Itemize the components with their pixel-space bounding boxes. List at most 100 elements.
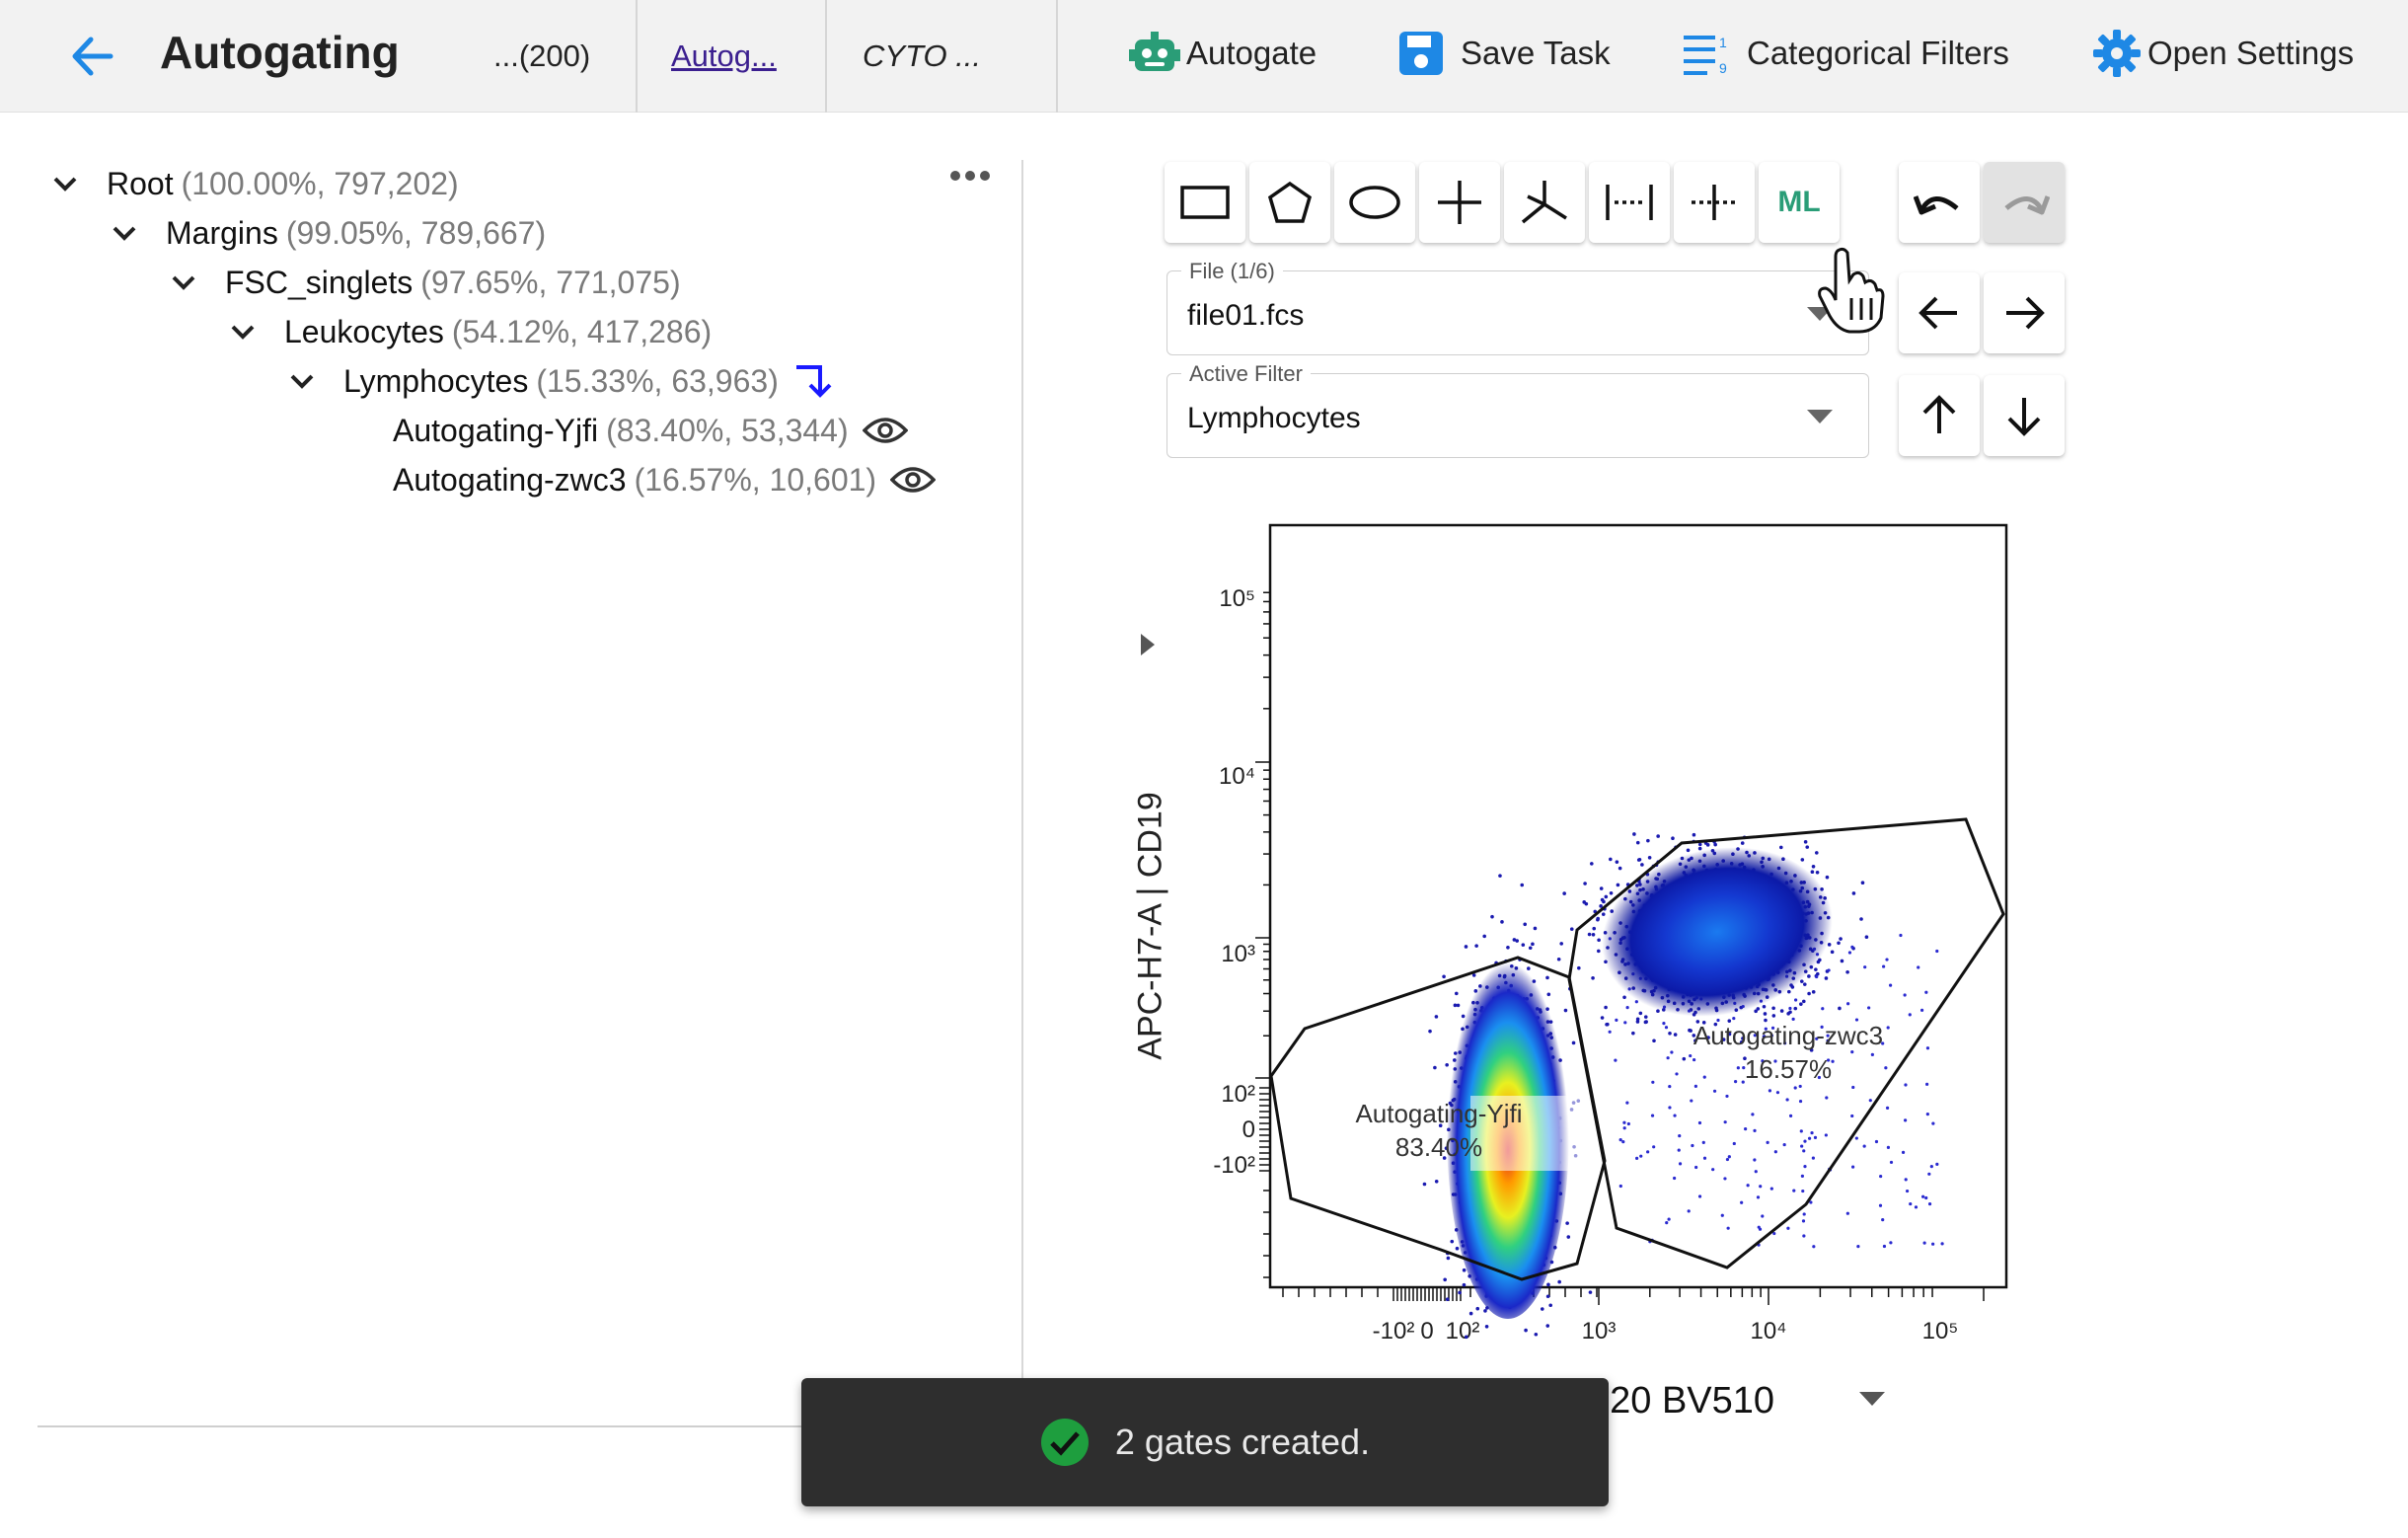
previous-file-button[interactable] [1899,272,1980,353]
polygon-gate-tool[interactable] [1249,162,1330,243]
event-dot [1768,1089,1772,1093]
event-dot [1778,845,1783,850]
eye-icon[interactable] [890,464,937,496]
event-dot [1644,1020,1648,1024]
event-dot [1815,974,1819,979]
event-dot [1650,1114,1655,1117]
parent-filter-button[interactable] [1899,375,1980,456]
event-dot [1626,1121,1630,1126]
event-dot [1591,932,1596,937]
tree-node-margins[interactable]: Margins (99.05%, 789,667) [107,209,546,257]
save-task-button[interactable]: Save Task [1397,0,1611,107]
event-dot [1744,1127,1748,1131]
event-dot [1809,1200,1813,1204]
event-dot [1882,1244,1887,1249]
autogate-button[interactable]: Autogate [1129,0,1317,107]
breadcrumb-cyto[interactable]: CYTO ... [863,38,982,73]
event-dot [1678,1162,1683,1166]
dropdown-caret-icon [1807,410,1833,423]
tree-node-autogating-zwc3[interactable]: Autogating-zwc3 (16.57%, 10,601) [393,456,937,503]
split-gate-tool[interactable] [1674,162,1755,243]
quadrant-gate-tool[interactable] [1419,162,1500,243]
save-icon [1399,32,1443,75]
tree-node-name: Autogating-Yjfi [393,412,599,448]
event-dot [1800,858,1805,862]
active-filter-value: Lymphocytes [1187,402,1361,434]
chevron-down-icon[interactable] [166,265,201,300]
event-dot [1771,1014,1776,1018]
rectangle-gate-tool[interactable] [1165,162,1245,243]
file-select[interactable]: File (1/6) file01.fcs [1166,259,1869,355]
dropdown-caret-icon[interactable] [1859,1392,1885,1406]
event-dot [1609,857,1613,862]
event-dot [1562,891,1566,895]
tree-node-leukocytes[interactable]: Leukocytes (54.12%, 417,286) [225,308,712,355]
event-dot [1727,1019,1732,1023]
event-dot [1802,1149,1806,1153]
gate-autogating-yjfi[interactable] [1269,956,1607,1281]
tree-node-lymphocytes[interactable]: Lymphocytes (15.33%, 63,963) [284,357,836,405]
range-gate-tool[interactable] [1589,162,1670,243]
spider-gate-tool[interactable] [1504,162,1585,243]
tree-bottom-divider [38,1425,807,1427]
open-settings-button[interactable]: Open Settings [2092,0,2354,107]
event-dot [1727,1155,1731,1159]
event-dot [1482,934,1486,939]
event-dot [1753,1128,1757,1132]
chevron-down-icon[interactable] [284,363,320,399]
x-axis-label[interactable]: 020 BV510 [1589,1380,1775,1422]
event-dot [1802,1212,1806,1216]
categorical-filters-button[interactable]: 1 9 Categorical Filters [1684,0,2009,107]
x-tick-label: 10³ [1582,1318,1617,1345]
caret-right-icon[interactable] [1141,634,1155,655]
scatter-plot[interactable]: 10⁵ 10⁴ 10³ 10² 0 -10² -10² 0 10² 10³ 10… [1174,519,2023,1368]
event-dot [1794,998,1798,1002]
event-dot [1556,957,1561,961]
event-dot [1786,1226,1790,1230]
more-options-icon[interactable] [949,170,991,182]
ellipse-gate-tool[interactable] [1334,162,1415,243]
event-dot [1702,1156,1707,1160]
breadcrumb-count[interactable]: ...(200) [493,38,591,73]
active-filter-arrow-icon [795,365,832,398]
chevron-down-icon[interactable] [225,314,261,349]
event-dot [1706,1036,1710,1039]
tree-node-fsc-singlets[interactable]: FSC_singlets (97.65%, 771,075) [166,259,681,306]
event-dot [1815,1037,1819,1040]
undo-button[interactable] [1899,162,1980,243]
redo-button[interactable] [1984,162,2065,243]
event-dot [1454,991,1459,996]
event-dot [1826,1034,1830,1038]
event-dot [1597,938,1601,943]
eye-icon[interactable] [862,415,908,446]
ellipse-icon [1349,186,1400,219]
event-dot [1618,1138,1622,1142]
event-dot [1635,1017,1640,1022]
chevron-down-icon[interactable] [47,166,83,201]
y-axis-label[interactable]: APC-H7-A | CD19 [1131,792,1169,1060]
active-filter-select[interactable]: Active Filter Lymphocytes [1166,361,1869,458]
gate-autogating-zwc3[interactable] [1567,817,2005,1269]
sort-list-icon: 1 9 [1684,35,1727,75]
chevron-down-icon[interactable] [107,215,142,251]
tree-node-autogating-yjfi[interactable]: Autogating-Yjfi (83.40%, 53,344) [393,407,908,454]
back-arrow-icon[interactable] [65,30,118,83]
event-dot [1690,1099,1693,1103]
event-dot [1904,1178,1908,1182]
event-dot [1438,1123,1443,1128]
child-filter-button[interactable] [1984,375,2065,456]
ml-gate-tool[interactable]: ML [1759,162,1840,243]
event-dot [1531,942,1535,947]
breadcrumb-autogating-link[interactable]: Autog... [671,38,777,73]
tree-node-root[interactable]: Root (100.00%, 797,202) [47,160,459,207]
y-axis-ticks [1255,591,1270,1278]
event-dot [1878,1203,1883,1207]
event-dot [1697,846,1702,851]
event-dot [1577,965,1581,970]
event-dot [1545,1294,1550,1299]
event-dot [1675,1072,1679,1076]
event-dot [1678,1134,1682,1138]
next-file-button[interactable] [1984,272,2065,353]
tree-node-name: Lymphocytes [343,362,529,399]
gate-label-name: Autogating-zwc3 [1693,1021,1883,1050]
